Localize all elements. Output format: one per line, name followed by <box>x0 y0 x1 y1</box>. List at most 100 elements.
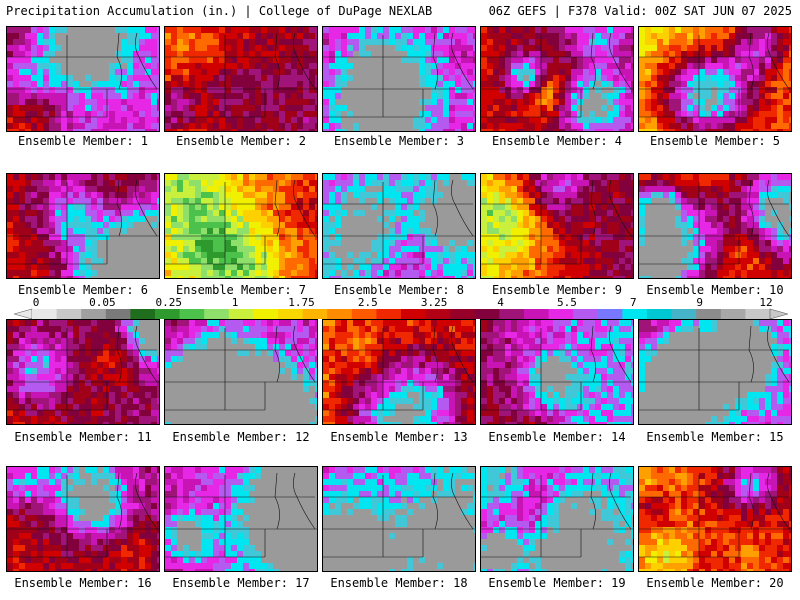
state-boundary <box>274 56 280 90</box>
state-boundary <box>748 203 754 237</box>
ensemble-member-map <box>6 26 160 132</box>
ensemble-member-label: Ensemble Member: 12 <box>172 430 310 444</box>
state-boundary <box>116 203 122 237</box>
state-boundary <box>274 349 280 383</box>
state-boundary <box>590 56 596 90</box>
ensemble-member-label: Ensemble Member: 15 <box>646 430 784 444</box>
ensemble-member-map <box>164 319 318 425</box>
ensemble-member-map <box>480 26 634 132</box>
scale-tick-label: 7 <box>629 296 637 309</box>
ensemble-member-label: Ensemble Member: 17 <box>172 576 310 590</box>
state-boundary <box>590 203 596 237</box>
precip-field-map <box>639 174 791 278</box>
state-boundary <box>165 382 265 411</box>
precip-field-map <box>481 174 633 278</box>
color-swatch <box>671 309 697 319</box>
scale-tick-label: 1.75 <box>288 296 315 309</box>
state-boundary <box>748 56 754 90</box>
color-swatch <box>253 309 279 319</box>
state-boundary <box>116 56 122 90</box>
state-boundary <box>323 89 423 118</box>
color-swatch <box>450 309 476 319</box>
precip-field-map <box>165 467 317 571</box>
state-boundary <box>451 179 474 237</box>
color-swatch <box>720 309 746 319</box>
scale-max-arrow <box>769 308 788 320</box>
state-boundary <box>590 349 596 383</box>
color-swatch <box>155 309 181 319</box>
state-boundary <box>323 382 423 411</box>
ensemble-member-map <box>638 319 792 425</box>
state-boundary <box>699 88 791 117</box>
precip-field-map <box>165 174 317 278</box>
ensemble-member-map <box>322 466 476 572</box>
color-swatch <box>696 309 722 319</box>
state-boundary <box>7 382 107 411</box>
ensemble-member-map <box>6 466 160 572</box>
state-boundary <box>225 235 317 264</box>
ensemble-member-map <box>480 173 634 279</box>
ensemble-member-label: Ensemble Member: 8 <box>333 283 465 297</box>
precip-field-map <box>7 467 159 571</box>
ensemble-member-label: Ensemble Member: 5 <box>649 134 781 148</box>
state-boundary <box>225 528 317 557</box>
color-swatch <box>278 309 304 319</box>
ensemble-member-map <box>6 319 160 425</box>
ensemble-member-map <box>164 26 318 132</box>
state-boundary <box>135 179 158 237</box>
state-boundary <box>451 325 474 383</box>
ensemble-member-label: Ensemble Member: 10 <box>646 283 784 297</box>
precip-field-map <box>639 467 791 571</box>
color-swatch <box>179 309 205 319</box>
state-boundary <box>7 89 107 118</box>
state-boundary <box>225 381 317 410</box>
ensemble-member-label: Ensemble Member: 9 <box>491 283 623 297</box>
state-boundary <box>639 382 739 411</box>
ensemble-member-map <box>164 466 318 572</box>
state-boundary <box>609 472 632 530</box>
precip-field-map <box>481 27 633 131</box>
color-swatch <box>647 309 673 319</box>
ensemble-member-map <box>480 319 634 425</box>
color-swatch <box>745 309 771 319</box>
scale-tick-label: 1 <box>231 296 239 309</box>
state-boundary <box>699 528 791 557</box>
color-swatch <box>425 309 451 319</box>
state-boundary <box>274 496 280 530</box>
precip-field-map <box>165 320 317 424</box>
ensemble-member-map <box>322 26 476 132</box>
state-boundary <box>116 496 122 530</box>
state-boundary <box>432 349 438 383</box>
state-boundary <box>67 381 159 410</box>
state-boundary <box>383 88 475 117</box>
ensemble-member-label: Ensemble Member: 4 <box>491 134 623 148</box>
scale-tick-label: 0.05 <box>89 296 116 309</box>
state-boundary <box>748 496 754 530</box>
state-boundary <box>639 236 739 265</box>
color-swatch <box>32 309 58 319</box>
color-scale-tick-labels: 0 0.05 0.25 1 1.75 2.5 3.25 4 5.5 7 9 12 <box>14 296 788 309</box>
model-run-valid-time: 06Z GEFS | F378 Valid: 00Z SAT JUN 07 20… <box>488 4 792 18</box>
state-boundary <box>225 88 317 117</box>
state-boundary <box>116 349 122 383</box>
state-boundary <box>293 32 316 90</box>
precip-field-map <box>7 27 159 131</box>
ensemble-member-map <box>480 466 634 572</box>
color-swatch <box>302 309 328 319</box>
state-boundary <box>135 32 158 90</box>
state-boundary <box>481 236 581 265</box>
state-boundary <box>323 529 423 558</box>
state-boundary <box>293 325 316 383</box>
color-scale-bar <box>14 308 788 320</box>
state-boundary <box>639 89 739 118</box>
state-boundary <box>481 89 581 118</box>
precip-field-map <box>639 27 791 131</box>
state-boundary <box>165 89 265 118</box>
state-boundary <box>541 528 633 557</box>
color-swatch <box>327 309 353 319</box>
ensemble-member-label: Ensemble Member: 13 <box>330 430 468 444</box>
color-swatch <box>130 309 156 319</box>
state-boundary <box>609 325 632 383</box>
ensemble-member-label: Ensemble Member: 14 <box>488 430 626 444</box>
state-boundary <box>383 381 475 410</box>
